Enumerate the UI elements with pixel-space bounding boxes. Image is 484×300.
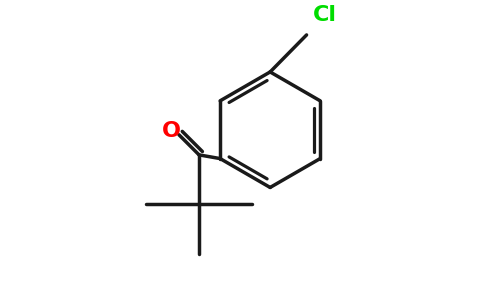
Text: Cl: Cl (313, 4, 336, 25)
Text: O: O (162, 121, 181, 141)
